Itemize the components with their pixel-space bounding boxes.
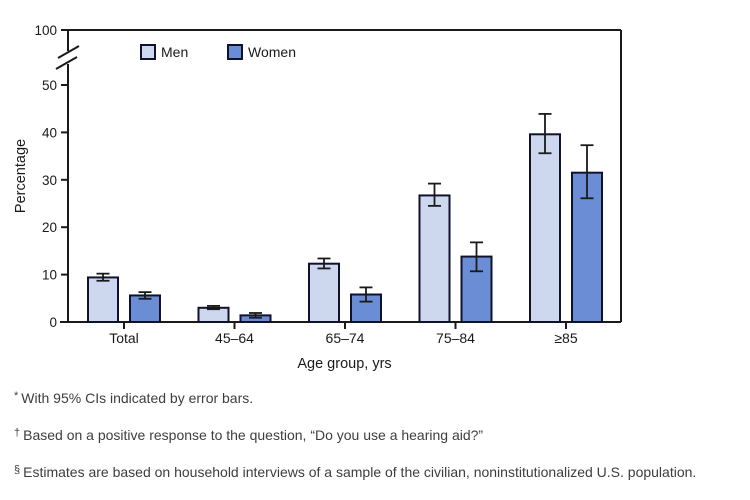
- footnote-error-bars: * With 95% CIs indicated by error bars.: [14, 390, 744, 407]
- legend-label-men: Men: [161, 44, 188, 60]
- axis-break-slash-lower: [55, 56, 78, 70]
- legend-label-women: Women: [248, 44, 296, 60]
- bar-men-4: [529, 133, 561, 323]
- bar-women-0: [129, 294, 161, 323]
- legend-swatch-men: [140, 44, 156, 60]
- y-tick-label: 40: [42, 125, 57, 140]
- footnotes: * With 95% CIs indicated by error bars. †…: [14, 390, 744, 500]
- x-tick-label: 45–64: [215, 330, 254, 346]
- x-tick-label: ≥85: [554, 330, 577, 346]
- footnote-marker-dagger: †: [14, 426, 21, 439]
- legend-swatch-women: [227, 44, 243, 60]
- footnote-marker-asterisk: *: [14, 390, 19, 402]
- y-axis-title: Percentage: [13, 139, 29, 213]
- footnote-text: Based on a positive response to the ques…: [23, 426, 484, 443]
- y-tick-label-100: 100: [34, 23, 57, 38]
- y-tick-label: 10: [42, 268, 57, 283]
- x-axis-title: Age group, yrs: [297, 356, 391, 372]
- y-tick-label: 30: [42, 173, 57, 188]
- footnote-marker-section: §: [14, 463, 21, 476]
- axis-break-slash-upper: [57, 45, 80, 59]
- y-tick-label: 20: [42, 220, 57, 235]
- footnote-population: § Estimates are based on household interv…: [14, 464, 744, 481]
- x-tick-label: Total: [109, 330, 139, 346]
- y-tick-label: 50: [42, 78, 57, 93]
- footnote-text: With 95% CIs indicated by error bars.: [21, 390, 254, 406]
- x-tick-label: 75–84: [436, 330, 475, 346]
- bar-men-2: [308, 262, 340, 323]
- bar-men-0: [87, 276, 119, 323]
- bar-men-3: [418, 194, 451, 323]
- x-tick-label: 65–74: [326, 330, 365, 346]
- y-tick-label: 0: [49, 315, 57, 330]
- footnote-question: † Based on a positive response to the que…: [14, 427, 744, 444]
- footnote-text: Estimates are based on household intervi…: [23, 463, 697, 480]
- grouped-bar-chart: 0 10 20 30 40 50 100 Percentage Total 45–64 65–74 7…: [13, 23, 622, 372]
